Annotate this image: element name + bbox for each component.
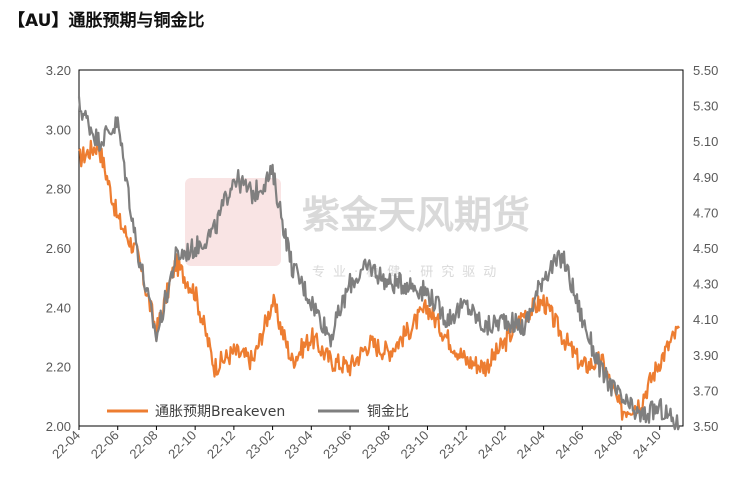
series-layer <box>77 96 681 431</box>
right-tick-label: 5.30 <box>693 99 718 114</box>
watermark-slogan: 专业·稳健·研究驱动 <box>312 264 504 280</box>
x-tick-label: 24-10 <box>630 428 664 462</box>
right-tick-label: 5.50 <box>693 63 718 78</box>
x-tick-label: 23-12 <box>436 428 470 462</box>
x-tick-label: 22-10 <box>165 428 199 462</box>
left-tick-label: 2.20 <box>46 360 71 375</box>
x-tick-label: 24-06 <box>552 428 586 462</box>
right-tick-label: 4.70 <box>693 205 718 220</box>
chart-title: 【AU】通胀预期与铜金比 <box>8 11 205 31</box>
right-tick-label: 4.30 <box>693 277 718 292</box>
plot-frame <box>78 69 684 427</box>
left-tick-label: 3.20 <box>46 63 71 78</box>
left-tick-label: 2.00 <box>46 419 71 434</box>
legend-label-breakeven: 通胀预期Breakeven <box>155 404 285 420</box>
right-tick-label: 4.50 <box>693 241 718 256</box>
x-tick-label: 22-08 <box>126 428 160 462</box>
x-tick-label: 22-12 <box>204 428 238 462</box>
x-tick-label: 23-10 <box>397 428 431 462</box>
left-tick-label: 3.00 <box>46 122 71 137</box>
right-tick-label: 3.90 <box>693 348 718 363</box>
legend: 通胀预期Breakeven 铜金比 <box>107 404 409 420</box>
right-axis: 3.50 3.70 3.90 4.10 4.30 4.50 4.70 4.90 5.10 5.30… <box>693 63 718 434</box>
right-tick-label: 4.90 <box>693 170 718 185</box>
x-tick-label: 23-08 <box>359 428 393 462</box>
x-tick-label: 22-06 <box>88 428 122 462</box>
legend-label-copper-gold: 铜金比 <box>367 404 409 420</box>
x-tick-label: 23-04 <box>281 428 315 462</box>
watermark: 紫金天风期货 专业·稳健·研究驱动 <box>185 178 530 280</box>
left-axis: 2.00 2.20 2.40 2.60 2.80 3.00 3.20 <box>46 63 71 434</box>
copper-gold-line <box>77 96 681 431</box>
x-tick-label: 23-02 <box>243 428 277 462</box>
x-tick-label: 24-02 <box>475 428 509 462</box>
left-tick-label: 2.80 <box>46 182 71 197</box>
x-axis: 22-04 22-06 22-08 22-10 22-12 23-02 23-04 23-06… <box>49 426 664 462</box>
right-tick-label: 5.10 <box>693 134 718 149</box>
left-tick-label: 2.60 <box>46 241 71 256</box>
right-tick-label: 3.70 <box>693 383 718 398</box>
x-tick-label: 23-06 <box>320 428 354 462</box>
x-tick-label: 24-04 <box>514 428 548 462</box>
right-tick-label: 4.10 <box>693 312 718 327</box>
left-tick-label: 2.40 <box>46 300 71 315</box>
watermark-name: 紫金天风期货 <box>302 193 530 237</box>
x-tick-label: 24-08 <box>591 428 625 462</box>
right-tick-label: 3.50 <box>693 419 718 434</box>
